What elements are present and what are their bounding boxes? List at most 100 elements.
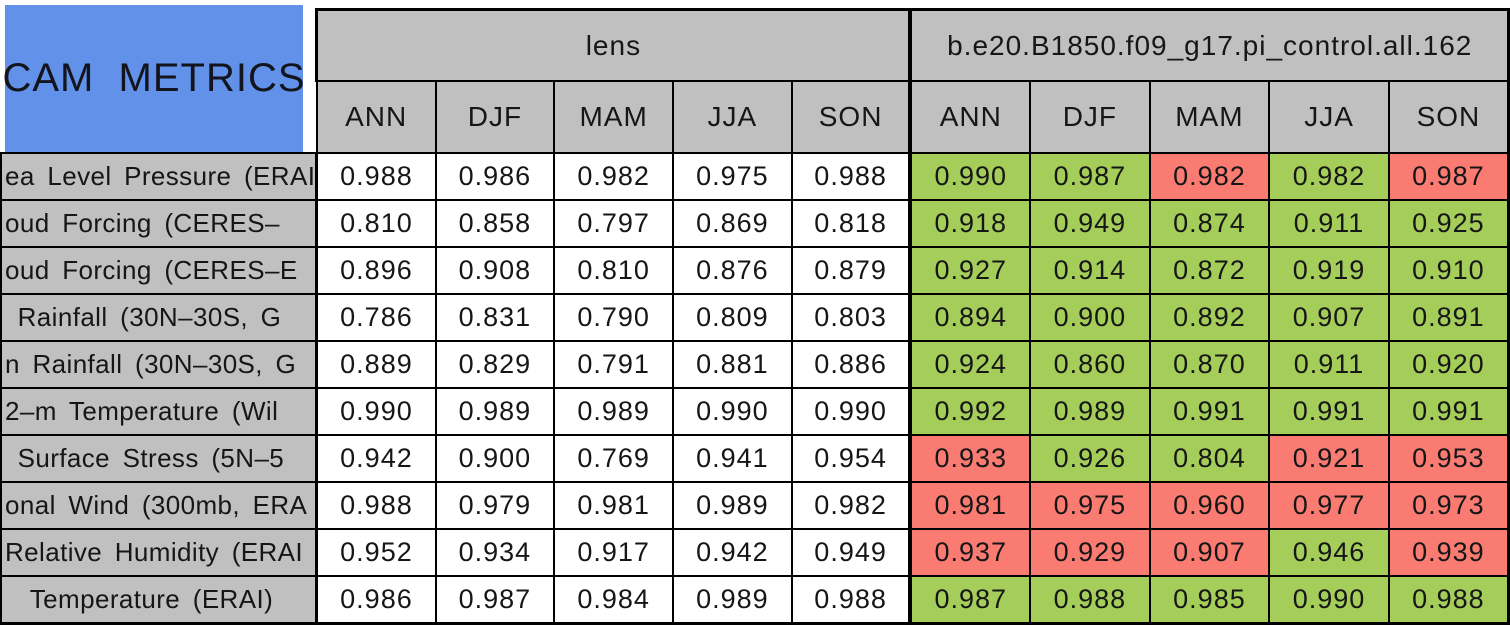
metric-value-lens: 0.989	[672, 575, 793, 625]
metric-label: ea Level Pressure (ERAI	[0, 152, 319, 201]
table-row: n Rainfall (30N–30S, G 0.889 0.829 0.791 0.8…	[0, 340, 1510, 389]
metrics-rows: ea Level Pressure (ERAI 0.988 0.986 0.982 0.…	[0, 152, 1510, 625]
metric-value-lens: 0.988	[315, 481, 437, 530]
metric-value-control: 0.918	[908, 199, 1032, 248]
table-row: oud Forcing (CERES– 0.810 0.858 0.797 0.869 0…	[0, 199, 1510, 248]
metric-value-control: 0.870	[1148, 340, 1271, 389]
table-row: Relative Humidity (ERAI 0.952 0.934 0.917 0.…	[0, 528, 1510, 577]
metric-value-lens: 0.879	[790, 246, 912, 295]
metric-value-lens: 0.990	[315, 387, 437, 436]
metric-value-control: 0.987	[1387, 152, 1510, 201]
season-header-control-ann: ANN	[908, 80, 1032, 154]
metric-value-control: 0.894	[908, 293, 1032, 342]
table-row: oud Forcing (CERES–E 0.896 0.908 0.810 0.876…	[0, 246, 1510, 295]
metric-value-lens: 0.982	[790, 481, 912, 530]
metric-value-lens: 0.975	[672, 152, 793, 201]
metric-value-lens: 0.908	[434, 246, 556, 295]
table-row: Rainfall (30N–30S, G 0.786 0.831 0.790 0.809…	[0, 293, 1510, 342]
metric-label: Rainfall (30N–30S, G	[0, 293, 319, 342]
metric-label: Surface Stress (5N–5	[0, 434, 319, 483]
metric-value-lens: 0.810	[553, 246, 674, 295]
metric-value-control: 0.920	[1387, 340, 1510, 389]
metric-value-lens: 0.769	[553, 434, 674, 483]
metric-value-control: 0.981	[908, 481, 1032, 530]
metric-value-lens: 0.797	[553, 199, 674, 248]
metric-value-lens: 0.982	[553, 152, 674, 201]
metric-value-control: 0.872	[1148, 246, 1271, 295]
metric-label: oud Forcing (CERES–E	[0, 246, 319, 295]
metric-label: oud Forcing (CERES–	[0, 199, 319, 248]
metric-value-lens: 0.790	[553, 293, 674, 342]
metric-value-control: 0.804	[1148, 434, 1271, 483]
season-header-lens-ann: ANN	[315, 80, 437, 154]
metric-label: n Rainfall (30N–30S, G	[0, 340, 319, 389]
metric-value-control: 0.933	[908, 434, 1032, 483]
metric-value-control: 0.985	[1148, 575, 1271, 625]
metric-value-lens: 0.949	[790, 528, 912, 577]
metric-value-control: 0.907	[1268, 293, 1390, 342]
page-title: CAM METRICS	[2, 56, 306, 100]
metric-value-control: 0.925	[1387, 199, 1510, 248]
metric-label: onal Wind (300mb, ERA	[0, 481, 319, 530]
metric-value-control: 0.927	[908, 246, 1032, 295]
column-group-lens: lens	[315, 8, 912, 82]
metric-label: Temperature (ERAI)	[0, 575, 319, 625]
metric-value-lens: 0.986	[315, 575, 437, 625]
metric-value-control: 0.926	[1029, 434, 1151, 483]
metric-value-control: 0.991	[1387, 387, 1510, 436]
season-header-control-son: SON	[1387, 80, 1510, 154]
metric-value-lens: 0.942	[315, 434, 437, 483]
metric-value-control: 0.914	[1029, 246, 1151, 295]
metric-value-lens: 0.934	[434, 528, 556, 577]
table-row: 2–m Temperature (Wil 0.990 0.989 0.989 0.990…	[0, 387, 1510, 436]
metric-label: 2–m Temperature (Wil	[0, 387, 319, 436]
metric-value-control: 0.892	[1148, 293, 1271, 342]
metric-value-lens: 0.900	[434, 434, 556, 483]
metric-value-control: 0.874	[1148, 199, 1271, 248]
metric-value-lens: 0.990	[672, 387, 793, 436]
season-header-lens-djf: DJF	[434, 80, 556, 154]
metric-value-control: 0.911	[1268, 199, 1390, 248]
metric-value-control: 0.992	[908, 387, 1032, 436]
metric-value-lens: 0.979	[434, 481, 556, 530]
metric-value-lens: 0.988	[790, 152, 912, 201]
metric-value-control: 0.860	[1029, 340, 1151, 389]
metric-value-lens: 0.987	[434, 575, 556, 625]
season-header-lens-son: SON	[790, 80, 912, 154]
season-header-lens-jja: JJA	[672, 80, 793, 154]
metric-value-control: 0.982	[1148, 152, 1271, 201]
metric-value-control: 0.988	[1387, 575, 1510, 625]
metric-value-control: 0.939	[1387, 528, 1510, 577]
metric-value-control: 0.924	[908, 340, 1032, 389]
metric-value-lens: 0.809	[672, 293, 793, 342]
table-row: Surface Stress (5N–5 0.942 0.900 0.769 0.941…	[0, 434, 1510, 483]
metric-value-control: 0.891	[1387, 293, 1510, 342]
metric-value-lens: 0.986	[434, 152, 556, 201]
metrics-table: lens b.e20.B1850.f09_g17.pi_control.all.…	[0, 8, 1510, 625]
metric-value-control: 0.960	[1148, 481, 1271, 530]
column-group-control: b.e20.B1850.f09_g17.pi_control.all.162	[908, 8, 1510, 82]
metric-value-control: 0.929	[1029, 528, 1151, 577]
metric-value-control: 0.990	[1268, 575, 1390, 625]
metric-value-control: 0.911	[1268, 340, 1390, 389]
metric-value-lens: 0.829	[434, 340, 556, 389]
metric-value-lens: 0.810	[315, 199, 437, 248]
metric-value-control: 0.987	[908, 575, 1032, 625]
metric-value-lens: 0.984	[553, 575, 674, 625]
table-title-box: CAM METRICS	[2, 5, 306, 152]
metric-value-control: 0.921	[1268, 434, 1390, 483]
metric-value-control: 0.987	[1029, 152, 1151, 201]
metric-value-control: 0.988	[1029, 575, 1151, 625]
metric-value-control: 0.910	[1387, 246, 1510, 295]
metric-value-lens: 0.869	[672, 199, 793, 248]
metric-value-control: 0.919	[1268, 246, 1390, 295]
metric-value-lens: 0.990	[790, 387, 912, 436]
metric-value-control: 0.991	[1148, 387, 1271, 436]
metric-value-lens: 0.818	[790, 199, 912, 248]
metric-value-lens: 0.952	[315, 528, 437, 577]
metric-value-lens: 0.954	[790, 434, 912, 483]
group-header-row: lens b.e20.B1850.f09_g17.pi_control.all.…	[1, 8, 1510, 82]
metric-value-control: 0.982	[1268, 152, 1390, 201]
metric-value-lens: 0.989	[434, 387, 556, 436]
metric-value-lens: 0.831	[434, 293, 556, 342]
